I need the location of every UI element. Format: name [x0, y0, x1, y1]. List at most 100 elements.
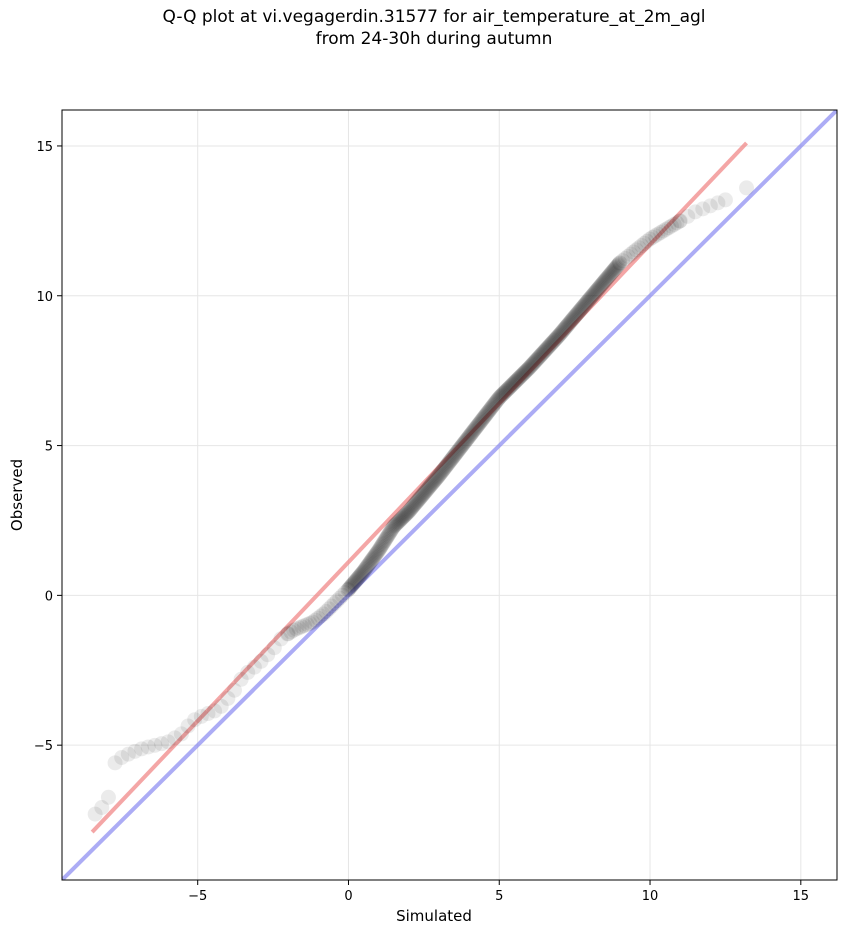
qq-point — [443, 452, 459, 468]
qq-point — [608, 259, 624, 275]
qq-point — [347, 573, 363, 589]
qq-point — [426, 474, 442, 490]
qq-point — [596, 273, 612, 289]
qq-point — [366, 549, 382, 565]
qq-point — [286, 622, 302, 638]
qq-point — [356, 563, 372, 579]
qq-point — [579, 293, 595, 309]
qq-point — [348, 572, 364, 588]
qq-point — [404, 500, 420, 516]
qq-point — [147, 737, 163, 753]
x-tick-label: 0 — [344, 889, 352, 904]
qq-point — [477, 408, 493, 424]
qq-point — [438, 458, 454, 474]
qq-point — [180, 718, 196, 734]
qq-point — [593, 277, 609, 293]
x-tick-label: 10 — [642, 889, 659, 904]
qq-point — [663, 218, 679, 234]
qq-point — [346, 574, 362, 590]
qq-point — [353, 566, 369, 582]
qq-point — [525, 355, 541, 371]
qq-point — [446, 448, 462, 464]
qq-point — [521, 360, 537, 376]
qq-point — [389, 515, 405, 531]
qq-point — [513, 368, 529, 384]
qq-point — [401, 503, 417, 519]
qq-point — [739, 180, 755, 196]
qq-point — [398, 506, 414, 522]
qq-point — [517, 364, 533, 380]
y-tick-label: 15 — [36, 140, 53, 155]
qq-point — [549, 329, 565, 345]
qq-point — [599, 270, 615, 286]
y-tick-label: 5 — [45, 440, 53, 455]
qq-point — [545, 334, 561, 350]
qq-point — [530, 350, 546, 366]
qq-point — [373, 538, 389, 554]
qq-point — [307, 612, 323, 628]
qq-point — [370, 543, 386, 559]
qq-point — [422, 478, 438, 494]
qq-point — [369, 544, 385, 560]
qq-point — [346, 575, 362, 591]
qq-point — [603, 265, 619, 281]
scatter-points — [87, 180, 755, 822]
qq-point — [571, 304, 587, 320]
qq-point — [365, 550, 381, 566]
qq-point — [497, 384, 513, 400]
qq-point — [386, 518, 402, 534]
fit-line — [90, 141, 748, 834]
x-tick-label: 15 — [793, 889, 810, 904]
qq-point — [376, 534, 392, 550]
qq-point — [476, 410, 492, 426]
qq-point — [502, 379, 518, 395]
qq-point — [625, 244, 641, 260]
qq-point — [442, 454, 458, 470]
qq-point — [400, 504, 416, 520]
qq-point — [419, 482, 435, 498]
qq-point — [590, 281, 606, 297]
qq-point — [594, 276, 610, 292]
qq-point — [555, 323, 571, 339]
qq-point — [509, 372, 525, 388]
qq-point — [377, 533, 393, 549]
qq-point — [367, 548, 383, 564]
qq-point — [397, 507, 413, 523]
qq-point — [543, 336, 559, 352]
qq-point — [491, 390, 507, 406]
qq-point — [315, 606, 331, 622]
qq-point — [233, 671, 249, 687]
qq-point — [565, 311, 581, 327]
qq-point — [418, 483, 434, 499]
qq-point — [551, 328, 567, 344]
qq-point — [587, 284, 603, 300]
qq-point — [592, 278, 608, 294]
qq-point — [717, 192, 733, 208]
qq-point — [552, 327, 568, 343]
qq-point — [479, 406, 495, 422]
qq-point — [454, 437, 470, 453]
qq-point — [372, 541, 388, 557]
qq-point — [459, 432, 475, 448]
qq-point — [207, 703, 223, 719]
qq-point — [574, 300, 590, 316]
qq-point — [577, 297, 593, 313]
qq-point — [573, 302, 589, 318]
qq-point — [409, 494, 425, 510]
qq-point — [427, 472, 443, 488]
qq-point — [547, 332, 563, 348]
qq-point — [345, 576, 361, 592]
qq-point — [429, 470, 445, 486]
qq-point — [672, 213, 688, 229]
qq-point — [569, 306, 585, 322]
qq-point — [437, 460, 453, 476]
qq-point — [213, 698, 229, 714]
qq-point — [390, 514, 406, 530]
qq-point — [107, 755, 123, 771]
qq-point — [661, 220, 677, 236]
qq-point — [481, 403, 497, 419]
qq-point — [167, 730, 183, 746]
qq-point — [578, 296, 594, 312]
qq-point — [449, 445, 465, 461]
qq-point — [484, 399, 500, 415]
